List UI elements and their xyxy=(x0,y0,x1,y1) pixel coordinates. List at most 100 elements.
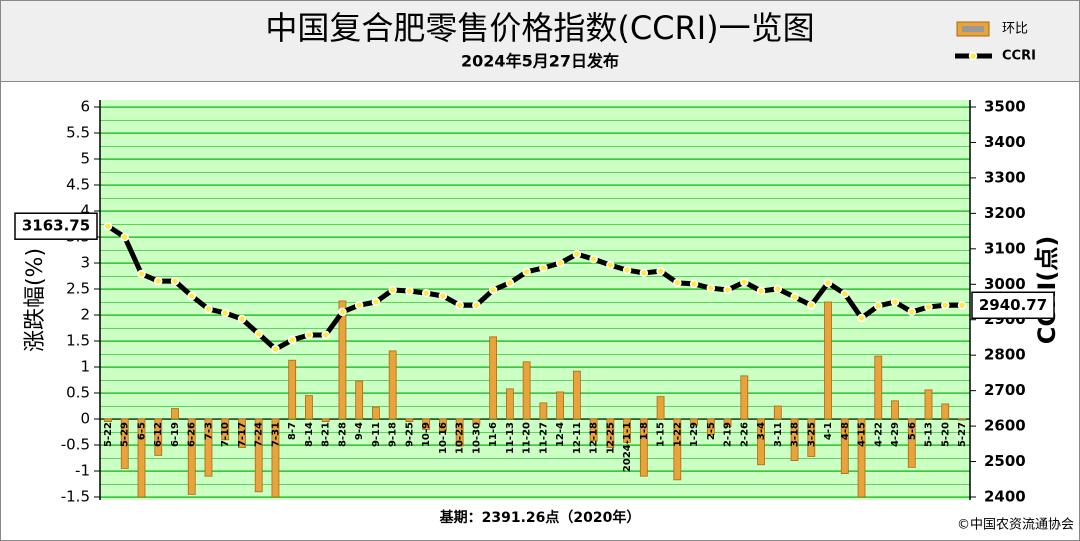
ccri-marker xyxy=(941,300,950,310)
legend-label: CCRI xyxy=(1002,49,1036,64)
y-tick-label: 4.5 xyxy=(66,176,90,194)
data-label-box xyxy=(971,291,1055,320)
ccri-marker xyxy=(907,307,917,317)
ccri-marker xyxy=(371,297,381,307)
x-tick-label: 10-30 xyxy=(471,422,482,454)
ccri-marker xyxy=(254,329,263,339)
y2-tick-label: 2800 xyxy=(984,346,1026,364)
bar xyxy=(254,418,263,493)
bar xyxy=(606,418,615,449)
bar xyxy=(271,418,280,498)
header xyxy=(0,0,1080,82)
bar xyxy=(757,418,765,466)
bar xyxy=(824,301,832,420)
x-tick-label: 5-27 xyxy=(957,422,968,447)
y2-tick-label: 2700 xyxy=(984,381,1026,399)
x-tick-label: 2024-1-1 xyxy=(622,422,633,472)
x-tick-label: 8-21 xyxy=(321,422,332,447)
ccri-marker xyxy=(606,260,615,270)
x-tick-label: 11-6 xyxy=(488,422,499,447)
legend-label: 环比 xyxy=(1002,22,1028,37)
bar xyxy=(857,418,866,498)
x-tick-label: 10-9 xyxy=(421,422,432,447)
legend: 环比 CCRI xyxy=(955,21,1036,64)
ccri-line xyxy=(106,224,963,352)
ccri-marker xyxy=(187,291,196,301)
y-tick-label: 0.5 xyxy=(66,384,90,402)
x-tick-label: 5-20 xyxy=(940,422,951,447)
chart-subtitle: 2024年5月27日发布 xyxy=(461,52,619,71)
bar xyxy=(874,355,883,420)
data-label-box xyxy=(14,212,98,240)
ccri-marker xyxy=(840,289,850,299)
ccri-marker xyxy=(539,263,548,273)
ccri-marker xyxy=(354,300,364,310)
y2-tick-label: 3400 xyxy=(984,133,1026,151)
x-tick-label: 10-16 xyxy=(438,422,449,454)
y-axis-title: 涨跌幅(%) xyxy=(23,248,48,352)
y2-tick-label: 2600 xyxy=(984,417,1026,435)
x-tick-label: 11-20 xyxy=(522,422,533,454)
y2-tick-label: 3300 xyxy=(984,168,1026,186)
ccri-marker xyxy=(756,286,766,296)
credit: ©中国农资流通协会 xyxy=(957,518,1074,533)
y-tick-label: 0 xyxy=(80,410,90,428)
x-tick-label: 8-7 xyxy=(287,422,298,440)
x-tick-label: 3-11 xyxy=(773,422,784,447)
bar xyxy=(572,370,581,420)
y-tick-label: 2 xyxy=(80,306,90,324)
bar xyxy=(505,388,514,420)
legend-swatch-inner xyxy=(962,26,984,32)
bar xyxy=(455,418,464,447)
ccri-marker xyxy=(421,288,431,298)
y2-tick-label: 2400 xyxy=(984,488,1026,506)
bar xyxy=(104,418,112,422)
ccri-marker xyxy=(706,283,716,293)
bar xyxy=(807,418,816,457)
x-tick-label: 3-18 xyxy=(790,422,801,447)
x-tick-label: 7-24 xyxy=(254,422,265,447)
bar xyxy=(489,336,498,420)
x-tick-label: 9-25 xyxy=(404,422,415,447)
x-tick-label: 5-29 xyxy=(120,422,131,447)
bar xyxy=(154,418,163,456)
x-tick-label: 4-29 xyxy=(890,422,901,447)
x-tick-label: 11-27 xyxy=(538,422,549,454)
y-tick-label: 1 xyxy=(80,358,90,376)
x-tick-label: 7-31 xyxy=(270,422,281,447)
x-tick-label: 5-6 xyxy=(907,422,918,440)
y-tick-label: -0.5 xyxy=(61,436,90,454)
x-tick-label: 7-17 xyxy=(237,422,248,447)
bar xyxy=(891,400,899,420)
y-tick-label: 5.5 xyxy=(66,124,90,142)
bar xyxy=(439,418,447,432)
bar xyxy=(288,359,297,420)
ccri-marker xyxy=(505,278,515,288)
x-tick-label: 4-8 xyxy=(840,422,851,440)
y-tick-label: 2.5 xyxy=(66,280,90,298)
x-tick-label: 2-26 xyxy=(739,422,750,447)
bar xyxy=(539,402,548,420)
bar xyxy=(372,406,380,420)
ccri-marker xyxy=(321,330,330,340)
y-tick-label: 6 xyxy=(80,98,90,116)
ccri-marker xyxy=(773,284,783,294)
x-tick-label: 4-22 xyxy=(873,422,884,447)
bar xyxy=(187,418,196,495)
ccri-marker xyxy=(304,330,314,340)
y-tick-label: 3 xyxy=(80,254,90,272)
bar xyxy=(639,418,648,477)
x-tick-label: 10-23 xyxy=(455,422,466,454)
ccri-marker xyxy=(488,285,498,295)
ccri-marker xyxy=(957,301,967,310)
bar xyxy=(673,418,682,481)
x-tick-label: 9-18 xyxy=(388,422,399,447)
bar xyxy=(321,418,330,422)
bar xyxy=(556,391,565,420)
bar xyxy=(522,361,531,420)
x-tick-label: 1-8 xyxy=(639,422,650,440)
ccri-marker xyxy=(723,285,732,295)
bar xyxy=(690,418,698,426)
x-tick-label: 2-19 xyxy=(723,422,734,447)
